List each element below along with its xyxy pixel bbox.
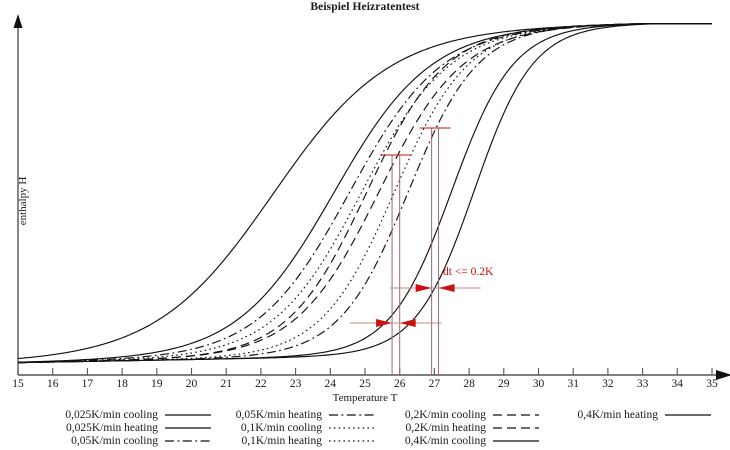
dt-arrow — [350, 319, 442, 327]
legend-line-sample — [665, 409, 711, 421]
legend-entry-label: 0,4K/min heating — [577, 408, 659, 421]
chart-legend: 0,025K/min cooling 0,025K/min heating 0,05… — [0, 408, 730, 450]
x-tick-label: 32 — [602, 378, 614, 390]
legend-line-sample — [165, 422, 211, 434]
x-tick-label: 21 — [220, 378, 232, 390]
legend-line-sample — [493, 422, 539, 434]
x-tick-label: 19 — [151, 378, 163, 390]
x-tick-label: 16 — [46, 378, 59, 390]
x-tick-label: 34 — [671, 378, 684, 390]
legend-column: 0,4K/min heating — [540, 408, 711, 421]
series-line — [17, 23, 712, 364]
legend-line-sample — [165, 409, 211, 421]
legend-entry-label: 0,4K/min cooling — [404, 434, 486, 447]
series-line — [17, 23, 712, 360]
legend-entry[interactable]: 0,05K/min heating — [200, 408, 375, 421]
legend-entry[interactable]: 0,1K/min cooling — [200, 421, 375, 434]
legend-column: 0,05K/min heating 0,1K/min cooling 0,1K/mi… — [200, 408, 375, 447]
legend-entry-label: 0,2K/min heating — [405, 421, 487, 434]
x-tick-label: 15 — [12, 378, 24, 390]
legend-line-sample — [165, 435, 211, 447]
x-tick-label: 17 — [81, 378, 94, 390]
axes — [13, 14, 730, 380]
legend-entry-label: 0,2K/min cooling — [404, 408, 486, 421]
series-line — [17, 23, 712, 364]
series-line — [17, 23, 712, 364]
annotation-dt-label: dt <= 0.2K — [443, 266, 494, 278]
legend-entry[interactable]: 0,025K/min cooling — [28, 408, 211, 421]
legend-column: 0,025K/min cooling 0,025K/min heating 0,05… — [28, 408, 211, 447]
x-tick-label: 29 — [498, 378, 510, 390]
series-line — [17, 23, 712, 364]
series-line — [17, 23, 712, 364]
dt-marker-group — [350, 127, 481, 375]
legend-entry[interactable]: 0,4K/min cooling — [368, 434, 539, 447]
x-tick-label: 22 — [255, 378, 267, 390]
x-tick-label: 35 — [706, 378, 718, 390]
x-tick-label: 18 — [116, 378, 128, 390]
data-curves — [17, 23, 712, 364]
x-tick-label: 26 — [393, 378, 406, 390]
x-tick-label: 20 — [185, 378, 198, 390]
series-line — [17, 23, 712, 363]
series-line — [17, 23, 712, 364]
legend-entry-label: 0,1K/min heating — [241, 434, 323, 447]
x-tick-label: 33 — [636, 378, 649, 390]
legend-entry-label: 0,05K/min cooling — [71, 434, 158, 447]
x-axis-label: Temperature T — [332, 392, 398, 404]
legend-column: 0,2K/min cooling 0,2K/min heating 0,4K/min… — [368, 408, 539, 447]
legend-entry[interactable]: 0,1K/min heating — [200, 434, 375, 447]
legend-entry-label: 0,05K/min heating — [235, 408, 322, 421]
chart-title: Beispiel Heizratentest — [310, 1, 420, 13]
legend-entry-label: 0,1K/min cooling — [240, 421, 322, 434]
x-tick-label: 30 — [532, 378, 545, 390]
legend-entry-label: 0,025K/min cooling — [65, 408, 158, 421]
y-axis-label: enthalpy H — [17, 176, 29, 226]
x-tick-label: 31 — [567, 378, 579, 390]
x-tick-label: 28 — [463, 378, 475, 390]
x-tick-label: 24 — [324, 378, 337, 390]
series-line — [17, 23, 712, 364]
legend-line-sample — [329, 409, 375, 421]
legend-entry[interactable]: 0,2K/min cooling — [368, 408, 539, 421]
series-line — [17, 23, 712, 363]
legend-line-sample — [493, 435, 539, 447]
legend-entry[interactable]: 0,05K/min cooling — [28, 434, 211, 447]
legend-line-sample — [493, 409, 539, 421]
legend-entry[interactable]: 0,4K/min heating — [540, 408, 711, 421]
legend-entry[interactable]: 0,025K/min heating — [28, 421, 211, 434]
x-tick-label: 27 — [428, 378, 441, 390]
x-tick-label: 25 — [359, 378, 371, 390]
x-tick-label: 23 — [289, 378, 302, 390]
legend-entry[interactable]: 0,2K/min heating — [368, 421, 539, 434]
legend-entry-label: 0,025K/min heating — [66, 421, 158, 434]
dt-arrow — [389, 284, 481, 292]
